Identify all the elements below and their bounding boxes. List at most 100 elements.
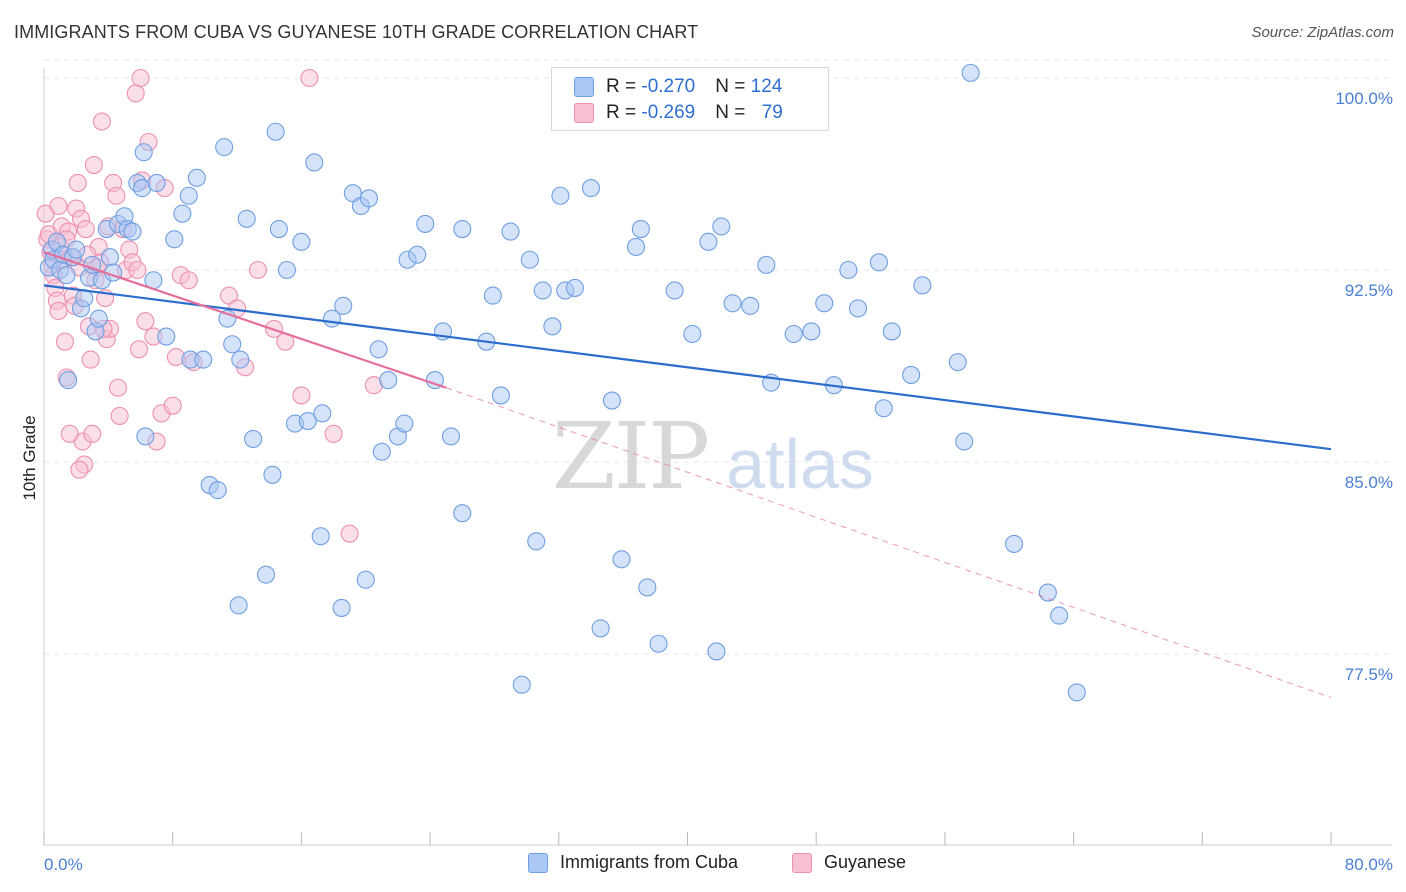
cuba-point <box>157 327 176 346</box>
cuba-point <box>332 598 351 617</box>
cuba-point <box>665 281 684 300</box>
cuba-point <box>948 353 967 372</box>
cuba-point <box>67 240 86 259</box>
cuba-point <box>231 350 250 369</box>
cuba-point <box>712 217 731 236</box>
cuba-point <box>707 642 726 661</box>
cuba-point <box>501 222 520 241</box>
guyanese-point <box>49 301 68 321</box>
cuba-point <box>638 578 657 597</box>
cuba-point <box>237 209 256 228</box>
cuba-point <box>173 204 192 223</box>
cuba-point <box>453 504 472 523</box>
cuba-point <box>882 322 901 341</box>
series-legend-cuba: Immigrants from Cuba <box>528 852 738 873</box>
guyanese-point <box>163 396 182 415</box>
cuba-points <box>39 63 1086 702</box>
cuba-point <box>848 299 868 318</box>
cuba-point <box>815 294 834 313</box>
cuba-point <box>565 278 584 297</box>
y-tick-label: 77.5% <box>1345 665 1393 684</box>
series-name-cuba: Immigrants from Cuba <box>560 852 739 872</box>
legend-row-cuba: R = -0.270 N = 124 <box>574 75 782 99</box>
cuba-point <box>631 219 650 239</box>
cuba-point <box>1050 606 1069 625</box>
guyanese-point <box>60 424 79 443</box>
legend-n-label-cuba: N = <box>715 76 751 97</box>
cuba-point <box>1038 583 1057 602</box>
cuba-point <box>961 63 980 82</box>
guyanese-point <box>300 68 319 88</box>
legend-n-label-guyanese: N = <box>715 102 751 123</box>
cuba-point <box>902 365 921 385</box>
cuba-point <box>263 465 282 484</box>
guyanese-point <box>83 424 102 443</box>
cuba-point <box>277 260 296 280</box>
guyanese-point <box>292 386 311 405</box>
cuba-point <box>581 179 601 198</box>
cuba-point <box>266 122 285 141</box>
stats-legend: R = -0.270 N = 124 R = -0.269 N = 79 <box>551 67 829 131</box>
cuba-point <box>372 442 391 461</box>
cuba-point <box>869 253 888 272</box>
cuba-point <box>123 222 142 241</box>
guyanese-point <box>126 84 145 103</box>
series-name-guyanese: Guyanese <box>824 852 907 872</box>
cuba-point <box>89 309 108 328</box>
y-tick-label: 85.0% <box>1345 473 1393 492</box>
x-tick-labels: 0.0% 80.0% <box>44 855 1393 874</box>
legend-n-value-cuba: 124 <box>750 76 783 97</box>
legend-swatch-guyanese <box>574 103 594 123</box>
guyanese-point <box>68 173 87 193</box>
cuba-point <box>741 296 760 315</box>
cuba-point <box>165 230 184 249</box>
guyanese-point <box>55 332 74 351</box>
cuba-point <box>527 532 546 551</box>
guyanese-point <box>110 406 129 425</box>
cuba-point <box>416 214 435 233</box>
cuba-point <box>491 386 510 405</box>
y-tick-label: 100.0% <box>1335 89 1393 108</box>
cuba-point <box>441 427 461 446</box>
cuba-point <box>802 322 821 341</box>
chart-title: IMMIGRANTS FROM CUBA VS GUYANESE 10TH GR… <box>14 22 699 42</box>
cuba-point <box>223 335 242 354</box>
cuba-point <box>359 189 379 208</box>
guyanese-point <box>107 186 126 205</box>
legend-swatch-cuba <box>574 77 594 97</box>
guyanese-point <box>129 340 148 359</box>
cuba-point <box>591 619 610 638</box>
cuba-point <box>1067 683 1086 702</box>
axes <box>43 68 1392 846</box>
cuba-point <box>408 245 427 264</box>
trend-lines <box>43 251 1332 698</box>
cuba-point <box>379 371 398 390</box>
cuba-point <box>757 255 776 274</box>
guyanese-point <box>84 155 103 175</box>
cuba-point <box>215 138 234 157</box>
guyanese-point <box>131 68 150 88</box>
cuba-point <box>305 153 324 172</box>
guyanese-trend-line <box>43 251 447 389</box>
cuba-point <box>520 250 539 269</box>
legend-r-value-cuba: -0.270 <box>641 76 696 97</box>
cuba-point <box>699 232 718 251</box>
cuba-point <box>533 281 552 300</box>
watermark: ZIP atlas <box>552 403 874 510</box>
legend-n-value-guyanese: 79 <box>761 102 783 123</box>
cuba-point <box>612 550 631 569</box>
cuba-point <box>955 432 974 451</box>
cuba-point <box>311 527 330 546</box>
guyanese-point <box>70 460 89 479</box>
cuba-point <box>269 219 288 239</box>
cuba-point <box>512 675 531 694</box>
cuba-point <box>683 324 702 344</box>
guyanese-point <box>108 378 128 397</box>
legend-row-guyanese: R = -0.269 N = 79 <box>574 101 783 125</box>
cuba-point <box>100 248 120 267</box>
cuba-point <box>136 427 155 446</box>
guyanese-point <box>248 260 268 280</box>
cuba-point <box>187 168 206 187</box>
cuba-point <box>874 399 893 418</box>
